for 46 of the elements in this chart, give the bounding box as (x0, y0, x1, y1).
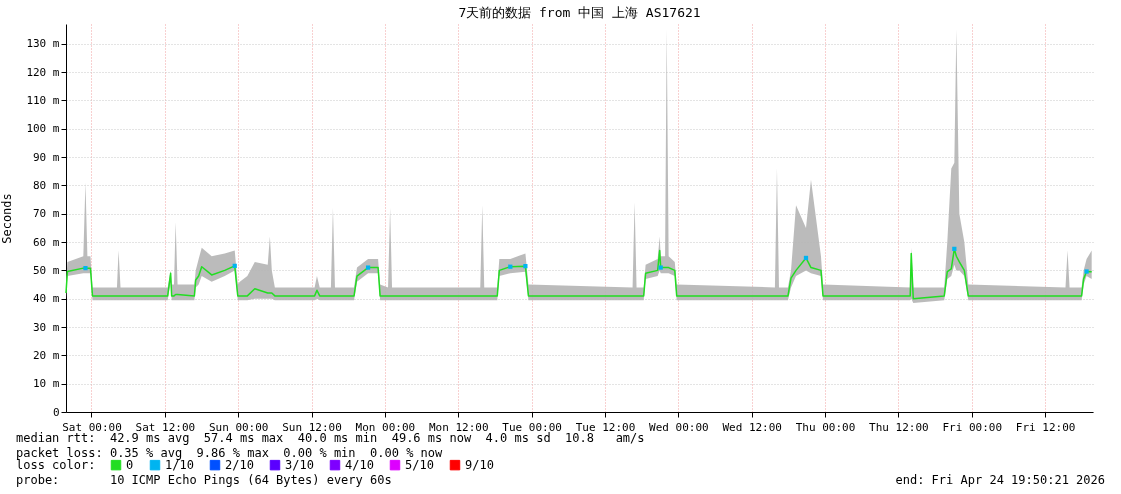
y-tick-label: 60 m (33, 235, 60, 249)
point (365, 265, 371, 270)
y-tick-label: 20 m (33, 348, 60, 362)
x-tick-label: Thu 00:00 (795, 420, 856, 434)
y-tick-label: 80 m (33, 178, 60, 192)
x-tick-label: Sun 00:00 (208, 420, 269, 434)
y-tick-label: 70 m (33, 207, 60, 221)
y-tick-label: 30 m (33, 320, 60, 334)
x-tick-label: Wed 00:00 (649, 420, 709, 434)
text: median rtt: 42.9 ms avg 57.4 ms max 40.0 ms min 49.6 ms now 4.0 ms sd 10.8 am/s (16, 431, 645, 445)
x-tick-label: Thu 12:00 (869, 420, 929, 434)
legend-label: 3/10 (285, 458, 314, 473)
legend-label: 5/10 (405, 458, 434, 473)
chart-title: 7天前的数据 from 中国 上海 AS17621 (458, 5, 701, 20)
legend-label: 9/10 (465, 458, 494, 473)
text: packet loss: 0.35 % avg 9.86 % max 0.00 % min 0.00 % now (16, 446, 443, 460)
point (83, 266, 88, 271)
legend-label: 0 (126, 458, 134, 473)
y-tick-label: 120 m (26, 65, 60, 79)
line-series (65, 248, 1093, 300)
x-tick-label: Tue 12:00 (575, 420, 636, 434)
x-tick-label: Fri 00:00 (942, 420, 1003, 434)
y-tick-label: 50 m (33, 263, 60, 277)
y-axis-title: Seconds (0, 193, 15, 244)
point (523, 264, 528, 269)
y-tick-label: 0 (52, 405, 60, 419)
point (1084, 269, 1089, 274)
legend-label: 2/10 (225, 458, 254, 473)
legend-label: 4/10 (345, 458, 374, 473)
y-tick-label: 110 m (26, 93, 60, 107)
y-tick-label: 40 m (33, 292, 60, 306)
x-tick-label: Sat 12:00 (135, 420, 196, 434)
x-tick-label: Sat 00:00 (62, 420, 122, 434)
x-tick-label: Wed 12:00 (722, 420, 782, 434)
legend-title: loss color: (16, 458, 96, 472)
x-tick-label: Mon 12:00 (428, 420, 489, 434)
x-tick-label: Sun 12:00 (282, 420, 342, 434)
y-tick-label: 100 m (26, 122, 60, 136)
text: end: Fri Apr 24 19:50:21 2026 (895, 473, 1105, 487)
y-tick-label: 90 m (33, 150, 60, 164)
x-tick-label: Mon 00:00 (355, 420, 416, 434)
text: probe: 10 ICMP Echo Pings (64 Bytes) every 60s (16, 473, 392, 487)
y-tick-label: 130 m (26, 37, 60, 51)
y-tick-label: 10 m (33, 377, 60, 391)
x-tick-label: Fri 12:00 (1015, 420, 1076, 434)
point (658, 265, 663, 270)
